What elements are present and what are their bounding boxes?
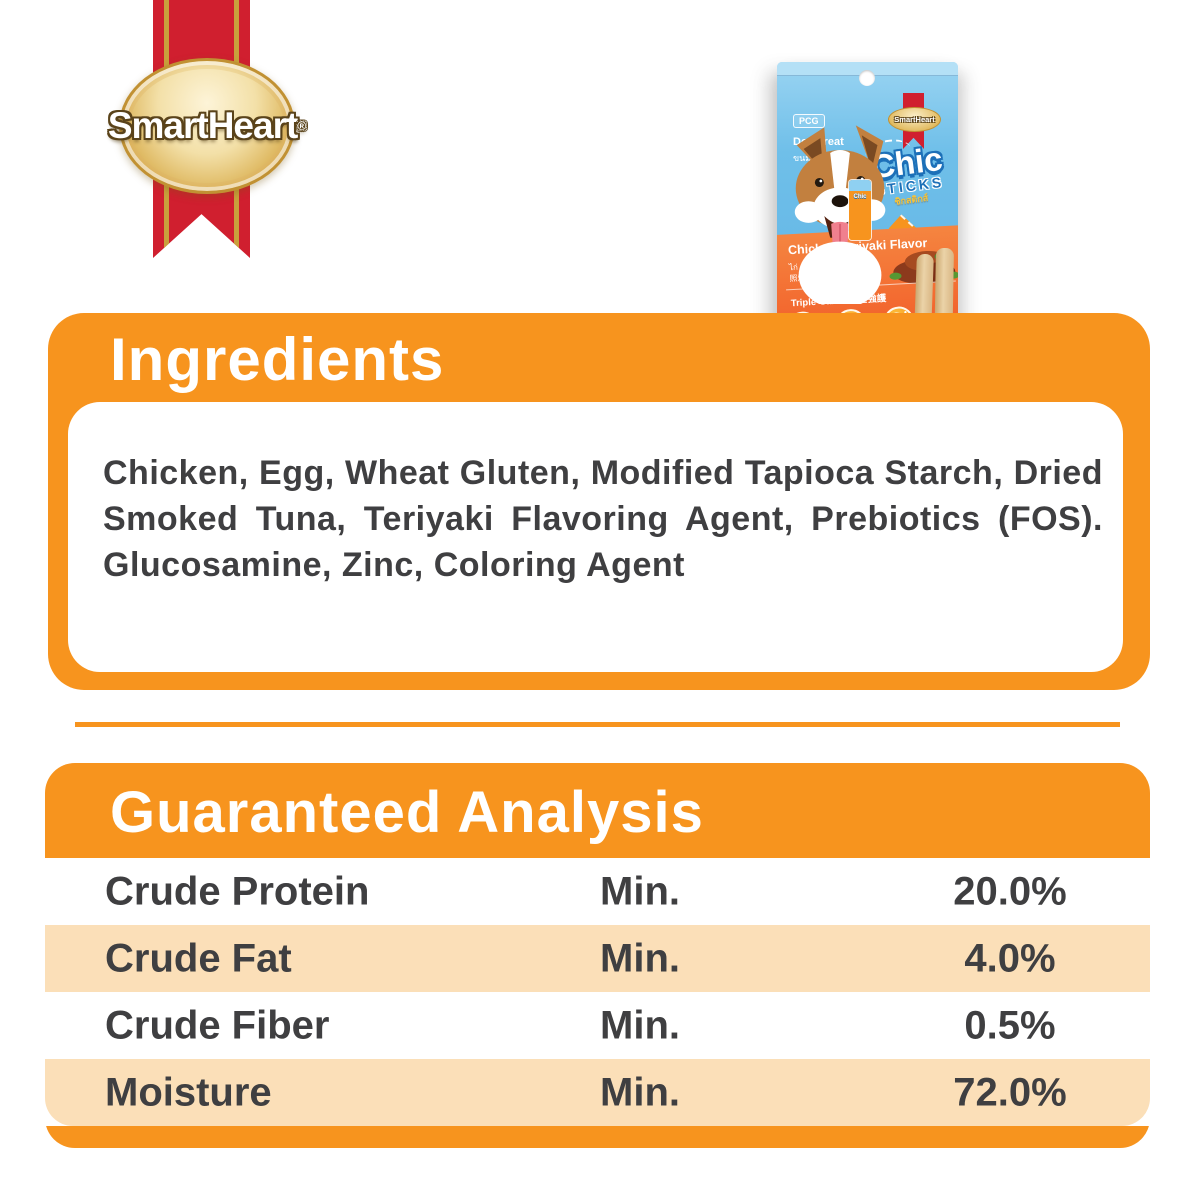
brand-medallion: SmartHeart® [108, 58, 306, 194]
ingredients-card: Chicken, Egg, Wheat Gluten, Modified Tap… [68, 402, 1123, 672]
section-divider [75, 722, 1120, 727]
ingredients-section: Ingredients Chicken, Egg, Wheat Gluten, … [48, 313, 1150, 690]
corgi-dog-photo [779, 124, 907, 309]
brand-medallion-inner [130, 69, 284, 183]
nutrient-value: 20.0% [953, 869, 1067, 913]
nutrient-name: Crude Protein [105, 869, 370, 913]
table-row: Crude Fat Min. 4.0% [45, 925, 1150, 992]
ingredients-text: Chicken, Egg, Wheat Gluten, Modified Tap… [103, 450, 1103, 588]
nutrient-name: Crude Fiber [105, 1003, 330, 1047]
ingredients-line: Chicken, Egg, Wheat Gluten, Modified Tap… [103, 454, 1103, 492]
pcg-badge: PCG [793, 114, 825, 128]
table-row: Moisture Min. 72.0% [45, 1059, 1150, 1126]
guaranteed-analysis-section: Guaranteed Analysis Crude Protein Min. 2… [45, 763, 1150, 1148]
nutrient-basis: Min. [600, 1070, 680, 1114]
ingredients-line: Glucosamine, Zinc, Coloring Agent [103, 546, 685, 584]
mini-brand-logo-text: SmartHeart [894, 115, 935, 124]
nutrient-basis: Min. [600, 936, 680, 980]
ingredients-line: Smoked Tuna, Teriyaki Flavoring Agent, P… [103, 500, 1103, 538]
nutrient-value: 72.0% [953, 1070, 1067, 1114]
nutrient-name: Moisture [105, 1070, 272, 1114]
mini-brand-medallion: SmartHeart [888, 107, 941, 132]
brand-logo-text: SmartHeart® [107, 105, 307, 146]
mini-product-pack: Chic [849, 180, 871, 240]
nutrient-value: 4.0% [964, 936, 1056, 980]
registered-mark: ® [297, 119, 307, 133]
package-hang-hole [859, 70, 875, 86]
ingredients-title: Ingredients [110, 326, 445, 393]
nutrient-name: Crude Fat [105, 936, 292, 980]
table-row: Crude Protein Min. 20.0% [45, 858, 1150, 925]
guaranteed-analysis-title: Guaranteed Analysis [110, 780, 704, 845]
analysis-table: Crude Protein Min. 20.0% Crude Fat Min. … [45, 858, 1150, 1126]
table-row: Crude Fiber Min. 0.5% [45, 992, 1150, 1059]
nutrient-basis: Min. [600, 869, 680, 913]
nutrient-value: 0.5% [964, 1003, 1056, 1047]
nutrient-basis: Min. [600, 1003, 680, 1047]
product-package: PCG Dog Treat ขนมสุนัข SmartHeart irresi… [777, 62, 958, 363]
